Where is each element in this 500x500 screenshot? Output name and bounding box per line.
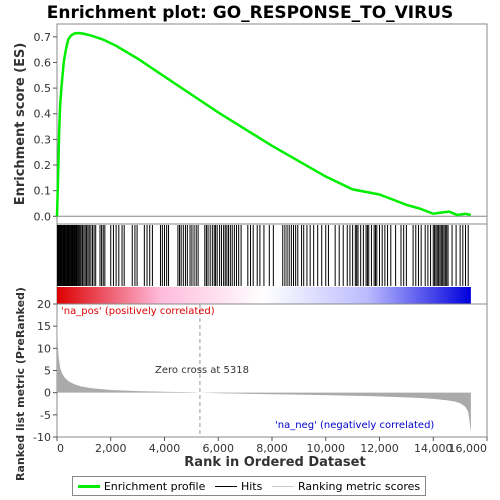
legend-item-hits: Hits <box>214 479 263 493</box>
metric-y-tick-label: 15 <box>37 320 51 333</box>
chart-title: Enrichment plot: GO_RESPONSE_TO_VIRUS <box>47 3 454 23</box>
metric-panel: -10 -5 0 5 10 15 20 0 2,000 4,000 6,000 8,000 10,00… <box>14 287 488 481</box>
legend-item-enrichment-profile: Enrichment profile <box>77 479 206 493</box>
hit-marks <box>57 225 469 286</box>
metric-x-ticks: 0 2,000 4,000 6,000 8,000 10,000 12,000 14,0001… <box>56 437 488 455</box>
es-y-tick-label: 0.3 <box>34 133 52 146</box>
es-y-tick-label: 0.1 <box>34 185 52 198</box>
es-y-ticks: 0.0 0.1 0.2 0.3 0.4 0.5 0.6 0.7 <box>34 31 57 223</box>
metric-y-tick-label: -10 <box>33 431 51 444</box>
es-y-tick-label: 0.2 <box>34 159 52 172</box>
es-y-tick-label: 0.4 <box>34 108 52 121</box>
es-y-tick-label: 0.6 <box>34 56 52 69</box>
metric-y-tick-label: 20 <box>37 298 51 311</box>
zero-cross-annotation: Zero cross at 5318 <box>155 365 249 376</box>
x-axis-label: Rank in Ordered Dataset <box>184 455 365 470</box>
es-y-tick-label: 0.5 <box>34 82 52 95</box>
x-tick-label: 10,000 <box>307 442 346 455</box>
neg-annotation: 'na_neg' (negatively correlated) <box>275 420 434 431</box>
x-tick-label: 0 <box>57 442 64 455</box>
legend-item-ranking-metric: Ranking metric scores <box>271 479 421 493</box>
x-tick-label: 6,000 <box>203 442 235 455</box>
es-y-tick-label: 0.0 <box>34 210 52 223</box>
rank-color-bar <box>57 287 471 304</box>
metric-panel-frame <box>56 303 488 438</box>
legend-swatch-enrichment-profile <box>77 484 100 488</box>
hits-panel <box>56 223 488 305</box>
legend-swatch-ranking-metric <box>271 485 294 487</box>
legend-swatch-hits <box>214 485 237 487</box>
legend-label-ranking-metric: Ranking metric scores <box>297 479 421 493</box>
legend-label-enrichment-profile: Enrichment profile <box>103 479 206 493</box>
metric-y-tick-label: -5 <box>40 409 51 422</box>
x-tick-label: 16,000 <box>449 442 488 455</box>
es-y-tick-label: 0.7 <box>34 31 52 44</box>
x-tick-label: 8,000 <box>256 442 288 455</box>
metric-y-ticks: -10 -5 0 5 10 15 20 <box>33 298 57 444</box>
enrichment-profile-line <box>55 31 472 217</box>
metric-y-axis-label: Ranked list metric (PreRanked) <box>14 287 27 481</box>
legend: Enrichment profile Hits Ranking metric s… <box>72 476 426 496</box>
metric-y-tick-label: 0 <box>44 387 51 400</box>
es-panel-frame <box>56 23 488 225</box>
x-tick-label: 2,000 <box>95 442 127 455</box>
x-tick-label: 12,000 <box>360 442 399 455</box>
es-y-axis-label: Enrichment score (ES) <box>13 43 28 206</box>
pos-annotation: 'na_pos' (positively correlated) <box>61 306 215 317</box>
x-tick-label: 14,000 <box>414 442 453 455</box>
metric-y-tick-label: 5 <box>44 365 51 378</box>
legend-label-hits: Hits <box>240 479 263 493</box>
x-tick-label: 4,000 <box>149 442 181 455</box>
metric-y-tick-label: 10 <box>37 342 51 355</box>
es-panel: 0.0 0.1 0.2 0.3 0.4 0.5 0.6 0.7 Enrichment scor… <box>13 23 488 225</box>
